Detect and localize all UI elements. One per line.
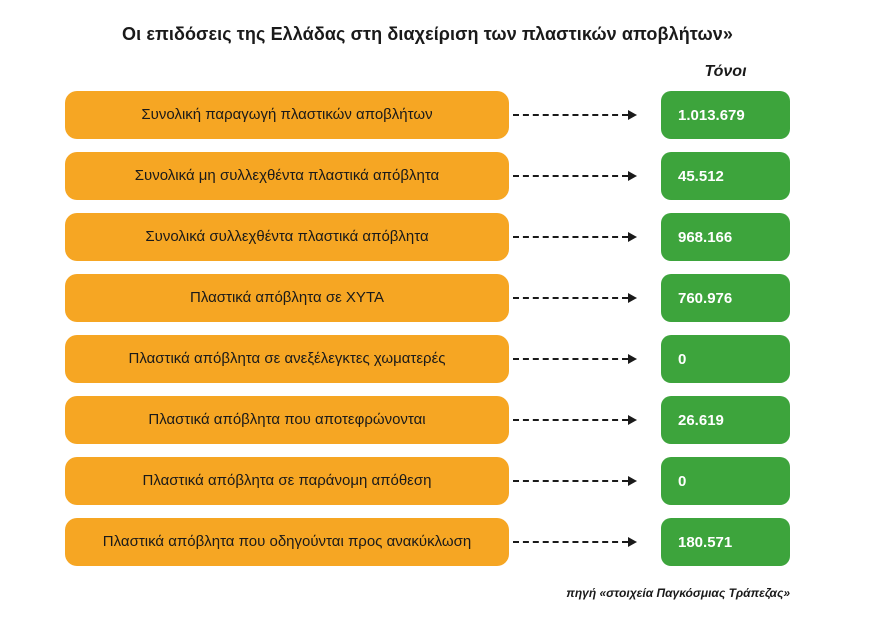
label-box: Πλαστικά απόβλητα σε ΧΥΤΑ (65, 274, 509, 322)
rows: Συνολική παραγωγή πλαστικών αποβλήτων 1.… (65, 91, 790, 566)
arrow-head-icon (628, 537, 637, 547)
row-label: Πλαστικά απόβλητα σε παράνομη απόθεση (142, 472, 432, 490)
value-box: 45.512 (661, 152, 790, 200)
row-value: 1.013.679 (678, 106, 745, 124)
data-row: Πλαστικά απόβλητα που οδηγούνται προς αν… (65, 518, 790, 566)
value-box: 0 (661, 335, 790, 383)
data-row: Συνολικά μη συλλεχθέντα πλαστικά απόβλητ… (65, 152, 790, 200)
page-title: Οι επιδόσεις της Ελλάδας στη διαχείριση … (122, 24, 733, 44)
value-box: 0 (661, 457, 790, 505)
row-value: 0 (678, 472, 687, 490)
label-box: Συνολικά συλλεχθέντα πλαστικά απόβλητα (65, 213, 509, 261)
arrow-head-icon (628, 476, 637, 486)
value-box: 1.013.679 (661, 91, 790, 139)
data-row: Πλαστικά απόβλητα σε ανεξέλεγκτες χωματε… (65, 335, 790, 383)
row-label: Συνολική παραγωγή πλαστικών αποβλήτων (141, 106, 433, 124)
row-value: 26.619 (678, 411, 724, 429)
arrow-dashed-line (513, 419, 628, 421)
row-value: 968.166 (678, 228, 733, 246)
row-label: Πλαστικά απόβλητα σε ανεξέλεγκτες χωματε… (128, 350, 446, 368)
value-box: 968.166 (661, 213, 790, 261)
arrow-dashed-line (513, 297, 628, 299)
label-box: Πλαστικά απόβλητα που οδηγούνται προς αν… (65, 518, 509, 566)
arrow-head-icon (628, 293, 637, 303)
unit-header: Τόνοι (704, 63, 747, 80)
dashed-arrow (513, 293, 637, 303)
dashed-arrow (513, 110, 637, 120)
label-box: Συνολική παραγωγή πλαστικών αποβλήτων (65, 91, 509, 139)
row-value: 45.512 (678, 167, 724, 185)
label-box: Πλαστικά απόβλητα σε ανεξέλεγκτες χωματε… (65, 335, 509, 383)
arrow-dashed-line (513, 480, 628, 482)
arrow-dashed-line (513, 175, 628, 177)
arrow-head-icon (628, 110, 637, 120)
dashed-arrow (513, 476, 637, 486)
value-box: 26.619 (661, 396, 790, 444)
row-value: 760.976 (678, 289, 733, 307)
data-row: Συνολική παραγωγή πλαστικών αποβλήτων 1.… (65, 91, 790, 139)
row-label: Συνολικά συλλεχθέντα πλαστικά απόβλητα (145, 228, 429, 246)
arrow-head-icon (628, 415, 637, 425)
value-box: 180.571 (661, 518, 790, 566)
data-row: Πλαστικά απόβλητα που αποτεφρώνονται 26.… (65, 396, 790, 444)
row-label: Πλαστικά απόβλητα που οδηγούνται προς αν… (102, 533, 472, 551)
data-row: Πλαστικά απόβλητα σε ΧΥΤΑ 760.976 (65, 274, 790, 322)
label-box: Συνολικά μη συλλεχθέντα πλαστικά απόβλητ… (65, 152, 509, 200)
row-label: Συνολικά μη συλλεχθέντα πλαστικά απόβλητ… (134, 167, 440, 185)
arrow-dashed-line (513, 114, 628, 116)
row-value: 0 (678, 350, 687, 368)
dashed-arrow (513, 171, 637, 181)
row-value: 180.571 (678, 533, 733, 551)
row-label: Πλαστικά απόβλητα σε ΧΥΤΑ (189, 289, 384, 307)
data-row: Συνολικά συλλεχθέντα πλαστικά απόβλητα 9… (65, 213, 790, 261)
arrow-dashed-line (513, 236, 628, 238)
arrow-dashed-line (513, 541, 628, 543)
label-box: Πλαστικά απόβλητα σε παράνομη απόθεση (65, 457, 509, 505)
dashed-arrow (513, 232, 637, 242)
dashed-arrow (513, 415, 637, 425)
label-box: Πλαστικά απόβλητα που αποτεφρώνονται (65, 396, 509, 444)
arrow-head-icon (628, 171, 637, 181)
arrow-head-icon (628, 232, 637, 242)
unit-header-row: Τόνοι (65, 63, 790, 81)
data-row: Πλαστικά απόβλητα σε παράνομη απόθεση 0 (65, 457, 790, 505)
dashed-arrow (513, 537, 637, 547)
arrow-head-icon (628, 354, 637, 364)
arrow-dashed-line (513, 358, 628, 360)
source-note: πηγή «στοιχεία Παγκόσμιας Τράπεζας» (566, 586, 790, 600)
row-label: Πλαστικά απόβλητα που αποτεφρώνονται (148, 411, 426, 429)
value-box: 760.976 (661, 274, 790, 322)
dashed-arrow (513, 354, 637, 364)
